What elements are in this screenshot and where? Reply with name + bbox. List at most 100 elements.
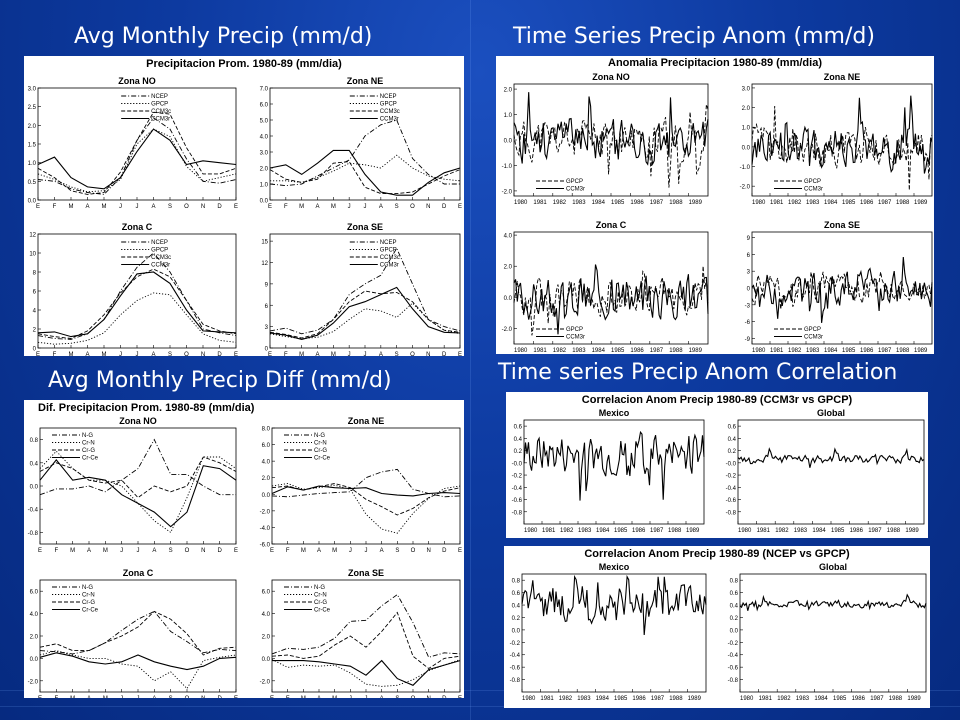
- y-tick-label: 4.0: [30, 612, 39, 618]
- y-tick-label: 0.8: [30, 438, 39, 444]
- x-tick-label: A: [317, 548, 321, 554]
- x-tick-label: D: [442, 548, 447, 554]
- x-tick-label: M: [331, 204, 336, 210]
- x-tick-label: 1985: [614, 696, 628, 702]
- x-tick-label: 1988: [669, 696, 683, 702]
- x-tick-label: 1984: [824, 200, 838, 206]
- y-tick-label: 0.8: [730, 579, 739, 585]
- x-tick-label: 1987: [650, 348, 664, 354]
- x-tick-label: O: [411, 696, 416, 698]
- x-tick-label: 1987: [870, 696, 884, 702]
- subplot: Global -0.8 -0.6 -0.4 -0.2 0.0 0.2 0.4 0.6 0.8 198…: [728, 562, 927, 702]
- series-line-n-g: [271, 593, 461, 658]
- panel-title: Dif. Precipitacion Prom. 1980-89 (mm/dia…: [38, 402, 255, 414]
- x-tick-label: 1981: [770, 348, 784, 354]
- series-line-cr-g: [39, 456, 237, 499]
- subplot-title: Zona SE: [347, 222, 383, 232]
- x-tick-label: 1989: [686, 528, 700, 534]
- plot-frame: [39, 427, 237, 545]
- x-tick-label: 1980: [752, 348, 766, 354]
- x-tick-label: S: [395, 352, 399, 356]
- x-tick-label: F: [284, 352, 288, 356]
- panel-avg-monthly-diff: Dif. Precipitacion Prom. 1980-89 (mm/dia…: [24, 400, 464, 698]
- series-line-ncep: [37, 252, 237, 340]
- legend-label: GPCP: [380, 102, 397, 108]
- x-tick-label: 1986: [632, 528, 646, 534]
- x-tick-label: M: [102, 352, 107, 356]
- legend-label: Cr-G: [82, 448, 95, 454]
- x-tick-label: 1980: [524, 528, 538, 534]
- x-tick-label: 1980: [522, 696, 536, 702]
- x-tick-label: 1984: [824, 348, 838, 354]
- series-line-cr-g: [39, 610, 237, 656]
- series-line-gpcp: [37, 128, 237, 193]
- y-tick-label: 10: [29, 252, 36, 258]
- q4-title: Time series Precip Anom Correlation: [498, 360, 898, 385]
- subplot: Zona C -2.0 0.0 2.0 4.0 6.0 E F M A M J J A S O N D E N-G Cr…: [28, 568, 238, 698]
- y-tick-label: 1.0: [742, 126, 751, 132]
- x-tick-label: 1983: [572, 348, 586, 354]
- x-tick-label: O: [184, 204, 189, 210]
- x-tick-label: E: [234, 204, 238, 210]
- y-tick-label: 0: [747, 287, 751, 293]
- x-tick-label: D: [217, 548, 222, 554]
- chart-svg: Mexico -0.8 -0.6 -0.4 -0.2 0.0 0.2 0.4 0.6 0.8 198…: [510, 562, 927, 702]
- y-tick-label: 0.6: [728, 425, 737, 431]
- legend-label: Cr-N: [82, 593, 95, 599]
- x-tick-label: 1984: [596, 528, 610, 534]
- subplot: Zona C -2.0 0.0 2.0 4.0 1980 1981 1982 1983 1984 1…: [502, 220, 709, 354]
- x-tick-label: E: [38, 548, 42, 554]
- x-tick-label: 1981: [533, 200, 547, 206]
- panel-time-series-anom: Anomalia Precipitacion 1980-89 (mm/dia) …: [496, 56, 934, 354]
- series-line-mexico: [521, 574, 707, 636]
- y-tick-label: -2.0: [260, 509, 271, 515]
- x-tick-label: A: [317, 696, 321, 698]
- y-tick-label: 4.0: [504, 234, 513, 240]
- x-tick-label: D: [217, 204, 222, 210]
- x-tick-label: 1989: [914, 348, 928, 354]
- legend-label: Cr-Ce: [314, 456, 331, 462]
- y-tick-label: 1.0: [504, 113, 513, 119]
- subplot: Zona SE -9 -6 -3 0 3 6 9 1980 1981 1982 1983 1984 198…: [745, 220, 933, 354]
- x-tick-label: E: [234, 352, 238, 356]
- legend-label: CCM3r: [380, 263, 399, 269]
- x-tick-label: 1981: [542, 528, 556, 534]
- series-line-ccm3c: [37, 268, 237, 339]
- y-tick-label: -2.0: [740, 185, 751, 191]
- subplot: Zona NE 0.0 1.0 2.0 3.0 4.0 5.0 6.0 7.0 E F M A M J J A S…: [260, 76, 462, 210]
- subplot: Mexico -0.8 -0.6 -0.4 -0.2 -0.0 0.2 0.4 0.6 1980 1…: [512, 408, 705, 534]
- plot-frame: [737, 419, 925, 525]
- series-line-cr-n: [39, 450, 237, 534]
- plot-frame: [269, 87, 461, 201]
- legend-label: Cr-Ce: [82, 608, 99, 614]
- y-tick-label: 0: [33, 347, 37, 353]
- y-tick-label: 2.0: [262, 476, 271, 482]
- legend-label: NCEP: [380, 94, 397, 100]
- x-tick-label: 1981: [540, 696, 554, 702]
- x-tick-label: M: [103, 696, 108, 698]
- y-tick-label: 0.0: [30, 657, 39, 663]
- y-tick-label: 8.0: [262, 427, 271, 433]
- y-tick-label: 0.6: [730, 591, 739, 597]
- subplot-title: Zona SE: [348, 568, 384, 578]
- legend-label: N-G: [82, 433, 93, 439]
- subplot: Mexico -0.8 -0.6 -0.4 -0.2 0.0 0.2 0.4 0.6 0.8 198…: [510, 562, 707, 702]
- subplot-title: Zona C: [596, 220, 627, 230]
- y-tick-label: -4.0: [260, 526, 271, 532]
- y-tick-label: 0.0: [512, 628, 521, 634]
- x-tick-label: 1983: [796, 696, 810, 702]
- series-line-cr-g: [271, 611, 461, 670]
- series-line-ncep: [37, 117, 237, 195]
- x-tick-label: 1981: [759, 696, 773, 702]
- legend-label: CCM3c: [151, 255, 171, 261]
- x-tick-label: F: [286, 548, 290, 554]
- y-tick-label: 6: [33, 290, 37, 296]
- x-tick-label: 1980: [752, 200, 766, 206]
- y-tick-label: 6.0: [30, 590, 39, 596]
- series-line-ccm3r: [751, 256, 933, 323]
- x-tick-label: 1982: [553, 200, 567, 206]
- x-tick-label: 1985: [611, 200, 625, 206]
- y-tick-label: -9: [745, 337, 751, 343]
- subplot: Global -0.8 -0.6 -0.4 -0.2 -0.0 0.2 0.4 0.6 1980 1…: [726, 408, 925, 534]
- plot-frame: [739, 573, 927, 693]
